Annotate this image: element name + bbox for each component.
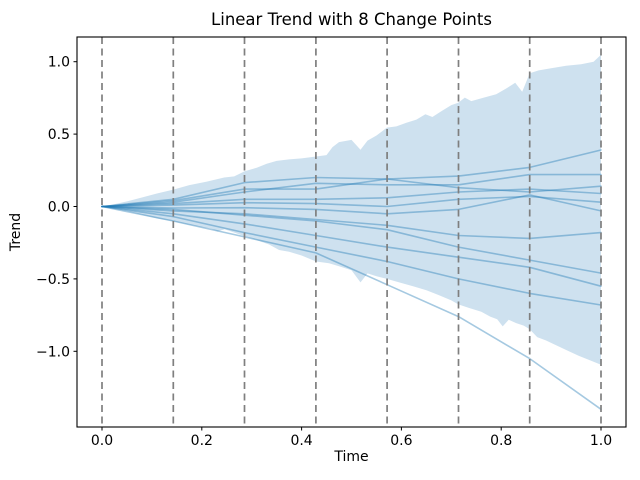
trend-sample-9-line [101, 205, 602, 288]
y-tick-label: −0.5 [36, 272, 70, 288]
x-tick-label: 0.0 [91, 433, 113, 449]
trend-sample-6-line [101, 194, 602, 215]
y-tick-label: 1.0 [48, 55, 70, 71]
trend-sample-11-line [101, 205, 602, 411]
x-tick-label: 0.6 [390, 433, 412, 449]
x-tick-label: 1.0 [590, 433, 612, 449]
trend-sample-10-line [101, 205, 602, 306]
trend-sample-7-line [101, 205, 602, 240]
y-tick-label: −1.0 [36, 344, 70, 360]
x-axis-label: Time [333, 449, 368, 465]
trend-sample-8-line [101, 205, 602, 274]
y-axis-label: Trend [8, 213, 24, 252]
tick-layer: 0.0 0.2 0.4 0.6 0.8 1.0 1.0 0.5 0.0 −0.5 −1.0 [36, 55, 612, 449]
trend-sample-2-line [101, 173, 602, 208]
trend-sample-4-line [101, 188, 602, 208]
axes-spines [76, 36, 627, 428]
x-tick-label: 0.2 [191, 433, 213, 449]
uncertainty-band [102, 54, 601, 365]
y-tick-label: 0.0 [48, 200, 70, 216]
y-tick-label: 0.5 [48, 127, 70, 143]
trend-sample-5-line [101, 195, 602, 208]
trend-sample-1-line [101, 149, 602, 208]
chart-title: Linear Trend with 8 Change Points [211, 10, 492, 29]
x-tick-label: 0.8 [490, 433, 512, 449]
trend-sample-3-line [101, 178, 602, 208]
x-tick-label: 0.4 [290, 433, 312, 449]
plot-area-layers [101, 37, 602, 427]
